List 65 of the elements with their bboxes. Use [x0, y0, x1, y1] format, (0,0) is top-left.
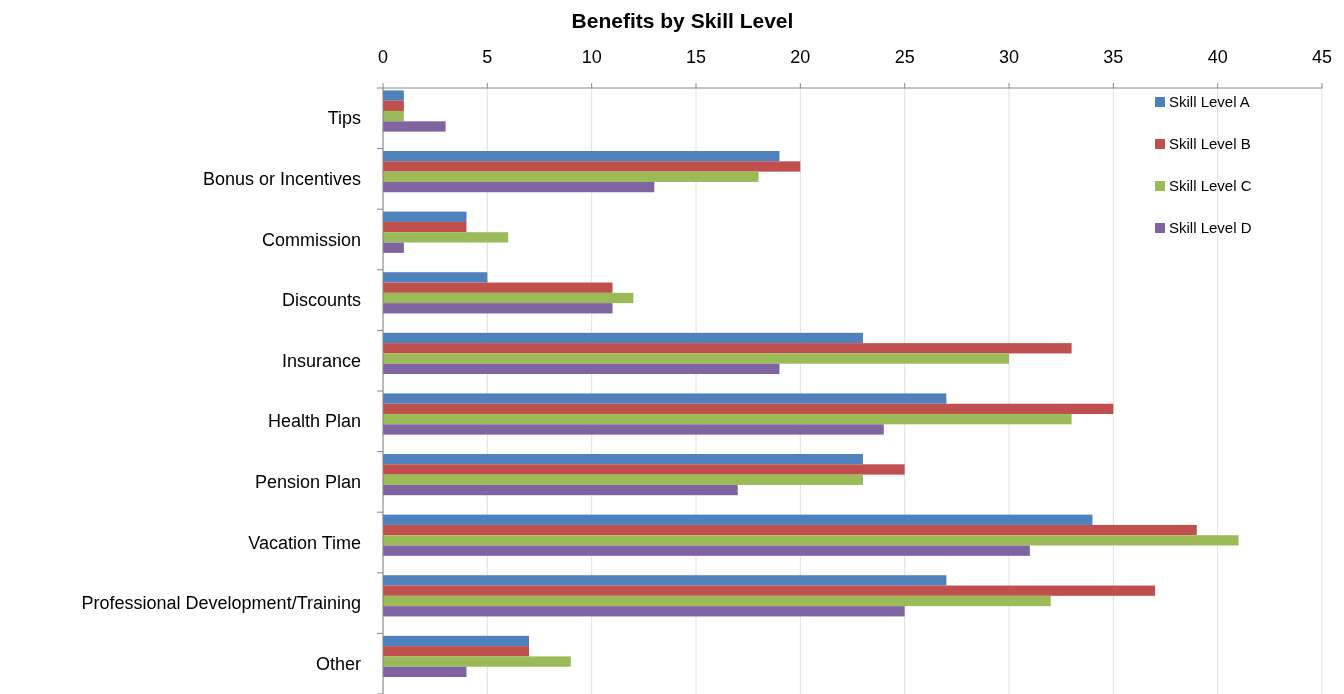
y-tick-label: Commission [261, 229, 361, 250]
bar [383, 424, 884, 435]
bar [383, 111, 404, 122]
bar [383, 100, 404, 112]
bar [383, 575, 947, 586]
x-tick-label: 25 [894, 47, 915, 67]
x-tick-label: 35 [1103, 47, 1124, 67]
bar [383, 292, 634, 304]
bar [383, 242, 404, 253]
x-tick-label: 20 [790, 47, 811, 67]
y-tick-label: Tips [327, 108, 361, 129]
bar [383, 211, 467, 222]
bar [383, 454, 863, 465]
bar [383, 646, 530, 657]
bar [383, 545, 1030, 556]
bar [383, 282, 613, 293]
bar [383, 272, 488, 283]
bar [383, 514, 1093, 525]
bar [383, 403, 1114, 415]
bar [383, 332, 863, 344]
bar [383, 161, 801, 172]
legend-label: Skill Level A [1169, 93, 1250, 110]
x-tick-label: 45 [1311, 47, 1333, 67]
bar [383, 524, 1197, 536]
y-tick-label: Pension Plan [254, 471, 361, 492]
bar [383, 393, 947, 404]
legend-label: Skill Level B [1169, 135, 1251, 152]
y-tick-label: Vacation Time [248, 532, 361, 553]
bar [383, 181, 655, 193]
bar [383, 353, 1009, 364]
bar [383, 606, 905, 617]
bar [383, 171, 759, 182]
bar [383, 474, 863, 485]
x-tick-label: 15 [685, 47, 707, 67]
bar [383, 363, 780, 375]
legend-label: Skill Level D [1169, 219, 1252, 236]
x-tick-label: 5 [482, 47, 493, 67]
bar [383, 464, 905, 475]
bar [383, 232, 509, 243]
y-tick-label: Insurance [281, 350, 361, 371]
bar [383, 666, 467, 678]
chart-title: Benefits by Skill Level [571, 9, 794, 32]
bar [383, 343, 1072, 354]
bar [383, 90, 404, 101]
bar [383, 414, 1072, 425]
bar [383, 585, 1156, 596]
y-tick-label: Other [315, 653, 361, 674]
bar [383, 151, 780, 162]
bar [383, 535, 1239, 546]
y-tick-label: Professional Development/Training [81, 593, 361, 614]
x-tick-label: 0 [377, 47, 389, 67]
bar [383, 656, 571, 667]
x-tick-label: 10 [581, 47, 602, 67]
bar [383, 121, 446, 132]
bar [383, 303, 613, 314]
y-tick-label: Health Plan [267, 411, 361, 432]
bar [383, 484, 738, 496]
y-tick-label: Discounts [281, 290, 361, 311]
x-tick-label: 30 [998, 47, 1020, 67]
bar [383, 595, 1051, 607]
bar [383, 221, 467, 233]
legend-label: Skill Level C [1169, 177, 1252, 194]
y-tick-label: Bonus or Incentives [202, 168, 361, 189]
x-tick-label: 40 [1207, 47, 1228, 67]
bar [383, 635, 530, 647]
